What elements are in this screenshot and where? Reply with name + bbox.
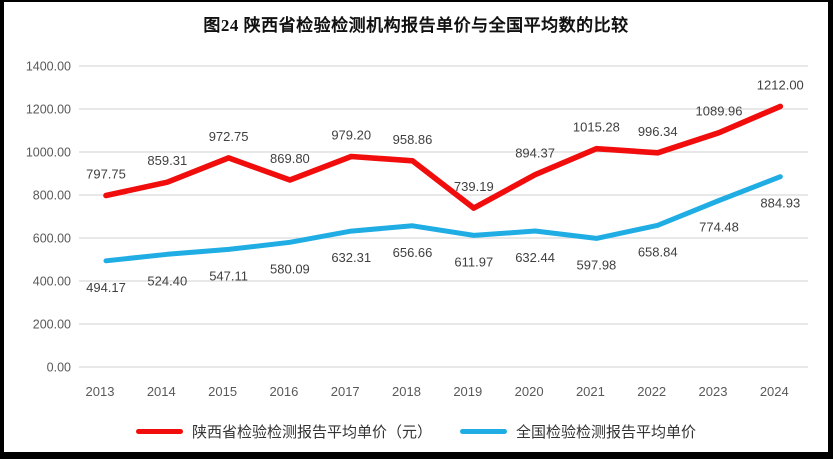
legend-line-swatch-blue: [460, 429, 507, 434]
legend-label-national: 全国检验检测报告平均单价: [516, 425, 697, 441]
value-label: 996.34: [638, 124, 678, 139]
y-tick-label: 1000.00: [26, 146, 71, 160]
x-tick-label: 2024: [760, 384, 789, 399]
x-tick-label: 2020: [515, 384, 544, 399]
x-tick-label: 2018: [392, 384, 421, 399]
value-label: 1212.00: [757, 77, 804, 92]
x-tick-label: 2014: [147, 384, 176, 399]
x-tick-label: 2013: [86, 384, 115, 399]
y-tick-label: 1400.00: [26, 60, 71, 74]
legend-item-national: 全国检验检测报告平均单价: [460, 421, 696, 442]
value-label: 580.09: [270, 261, 310, 276]
value-label: 632.31: [331, 250, 371, 265]
value-label: 859.31: [147, 153, 187, 168]
value-label: 739.19: [454, 179, 494, 194]
value-label: 547.11: [209, 268, 248, 283]
series-line-0: [103, 103, 784, 211]
value-label: 869.80: [270, 151, 310, 166]
value-label: 797.75: [86, 166, 126, 181]
legend-label-shaanxi: 陕西省检验检测报告平均单价（元）: [191, 425, 432, 441]
value-label: 656.66: [393, 245, 433, 260]
y-tick-label: 1200.00: [26, 103, 71, 117]
value-label: 611.97: [454, 254, 493, 269]
value-label: 972.75: [209, 129, 249, 144]
value-label: 524.40: [147, 273, 187, 288]
value-label: 979.20: [331, 127, 371, 142]
value-label: 774.48: [699, 219, 739, 234]
value-label: 632.44: [515, 250, 555, 265]
legend-line-swatch-red: [135, 429, 183, 434]
y-tick-label: 200.00: [33, 318, 71, 332]
x-tick-label: 2017: [331, 384, 360, 399]
y-tick-label: 600.00: [33, 232, 71, 246]
value-label: 1015.28: [573, 120, 620, 135]
plot-area: 0.00 200.00 400.00 600.00 800.00 1000.00 1200.…: [26, 60, 808, 399]
x-tick-label: 2015: [208, 384, 237, 399]
x-tick-label: 2016: [269, 384, 298, 399]
legend-item-shaanxi: 陕西省检验检测报告平均单价（元）: [135, 421, 432, 442]
x-tick-label: 2022: [637, 384, 666, 399]
value-label: 958.86: [393, 132, 433, 147]
x-tick-label: 2023: [699, 384, 728, 399]
series-line-1: [103, 174, 783, 264]
x-tick-label: 2019: [453, 384, 482, 399]
y-tick-label: 800.00: [33, 189, 71, 203]
chart-title: 图24 陕西省检验检测机构报告单价与全国平均数的比较: [203, 16, 629, 35]
y-tick-label: 400.00: [33, 275, 71, 289]
value-label: 884.93: [760, 196, 800, 211]
value-label: 494.17: [86, 280, 126, 295]
y-tick-label: 0.00: [47, 361, 71, 375]
x-tick-label: 2021: [576, 384, 605, 399]
value-label: 597.98: [577, 257, 617, 272]
value-label: 894.37: [515, 146, 555, 161]
value-label: 1089.96: [696, 104, 743, 119]
chart-legend: 陕西省检验检测报告平均单价（元） 全国检验检测报告平均单价: [4, 421, 828, 442]
value-label: 658.84: [638, 244, 678, 259]
